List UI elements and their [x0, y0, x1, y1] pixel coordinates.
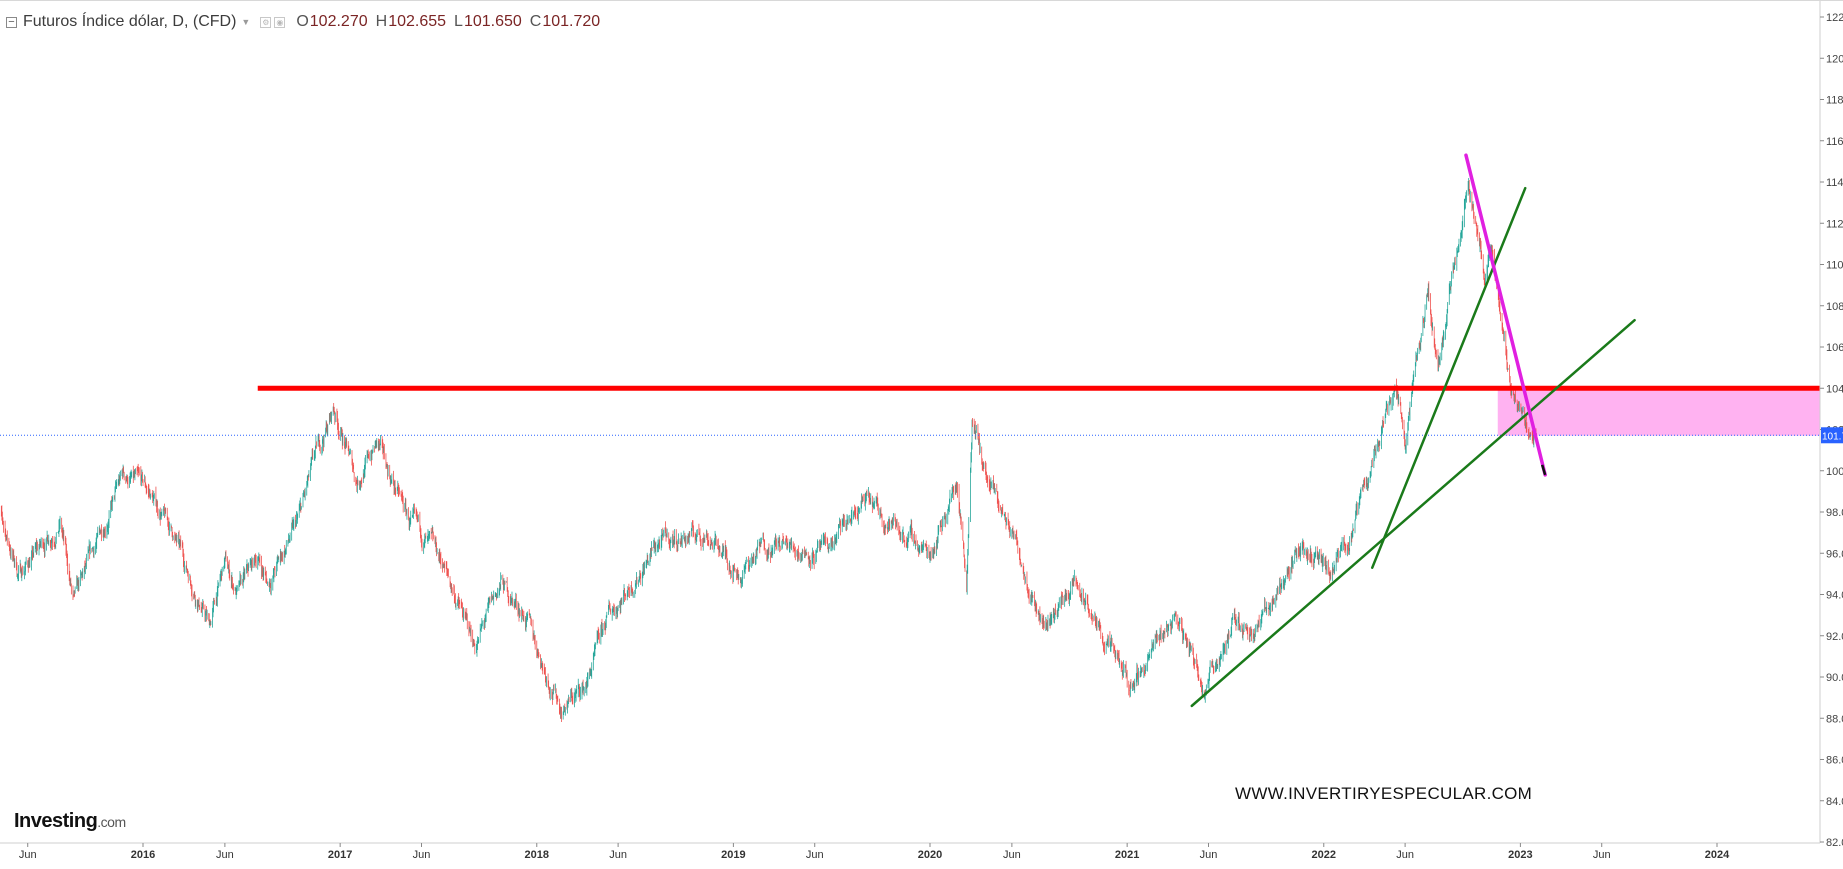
x-tick-label: 2024 [1705, 849, 1730, 861]
x-tick-label: 2020 [918, 849, 942, 861]
x-tick-label: Jun [1396, 849, 1414, 861]
y-tick-label: 88.000 [1826, 713, 1843, 725]
collapse-icon[interactable]: − [6, 16, 17, 28]
last-price-label: 101.720 [1822, 431, 1843, 442]
x-tick-label: Jun [1200, 849, 1218, 861]
close-value: 101.720 [542, 13, 601, 30]
open-value: 102.270 [309, 13, 368, 30]
investing-logo: Investing.com [14, 810, 126, 833]
y-tick-label: 110.000 [1826, 260, 1843, 272]
y-tick-label: 116.000 [1826, 136, 1843, 148]
y-tick-label: 112.000 [1826, 218, 1843, 230]
chevron-down-icon[interactable]: ▼ [241, 17, 251, 27]
y-tick-label: 100.000 [1826, 466, 1843, 478]
instrument-title: Futuros Índice dólar, D, (CFD) [23, 13, 237, 30]
x-tick-label: 2019 [721, 849, 745, 861]
highlight-zone [1497, 388, 1820, 436]
x-tick-label: Jun [19, 849, 37, 861]
high-label: H [375, 13, 388, 30]
x-tick-label: 2022 [1312, 849, 1336, 861]
y-tick-label: 84.000 [1826, 796, 1843, 808]
y-tick-label: 94.000 [1826, 590, 1843, 602]
y-tick-label: 82.000 [1826, 837, 1843, 849]
zone-layer [1497, 388, 1820, 436]
high-value: 102.655 [388, 13, 447, 30]
y-tick-label: 104.000 [1826, 383, 1843, 395]
x-tick-label: Jun [216, 849, 234, 861]
drawings-layer [0, 153, 1820, 708]
low-label: L [454, 13, 463, 30]
downtrend-line-end [1540, 464, 1547, 476]
downtrend-line [1464, 153, 1547, 477]
x-tick-label: 2016 [131, 849, 155, 861]
eye-icon[interactable]: ◉ [274, 16, 286, 28]
settings-icon[interactable]: ⚙ [260, 16, 272, 28]
y-tick-label: 86.000 [1826, 755, 1843, 767]
y-tick-label: 98.000 [1826, 507, 1843, 519]
x-tick-label: Jun [1593, 849, 1611, 861]
support-trend-line [1370, 186, 1527, 569]
y-tick-label: 92.000 [1826, 631, 1843, 643]
x-tick-label: Jun [609, 849, 627, 861]
close-label: C [529, 13, 542, 30]
open-label: O [296, 13, 309, 30]
x-tick-label: 2017 [328, 849, 352, 861]
y-tick-label: 96.000 [1826, 548, 1843, 560]
logo-suffix: .com [97, 814, 126, 830]
x-tick-label: Jun [413, 849, 431, 861]
x-tick-label: Jun [1003, 849, 1021, 861]
chart-header: − Futuros Índice dólar, D, (CFD) ▼ ⚙ ◉ O… [6, 10, 600, 34]
x-tick-label: 2018 [525, 849, 549, 861]
logo-brand: Investing [14, 810, 98, 832]
y-tick-label: 90.000 [1826, 672, 1843, 684]
low-value: 101.650 [463, 13, 522, 30]
x-tick-label: 2021 [1115, 849, 1139, 861]
candles-layer [0, 178, 1537, 723]
y-tick-label: 120.000 [1826, 53, 1843, 65]
watermark-text: WWW.INVERTIRYESPECULAR.COM [1235, 784, 1533, 803]
last-price-badge [1821, 427, 1843, 444]
y-tick-label: 114.000 [1826, 177, 1843, 189]
y-tick-label: 122.000 [1826, 12, 1843, 24]
x-tick-label: 2023 [1508, 849, 1532, 861]
x-tick-label: Jun [806, 849, 824, 861]
y-tick-label: 118.000 [1826, 95, 1843, 107]
y-tick-label: 108.000 [1826, 301, 1843, 313]
y-tick-label: 106.000 [1826, 342, 1843, 354]
support-trend-line [1190, 318, 1636, 708]
